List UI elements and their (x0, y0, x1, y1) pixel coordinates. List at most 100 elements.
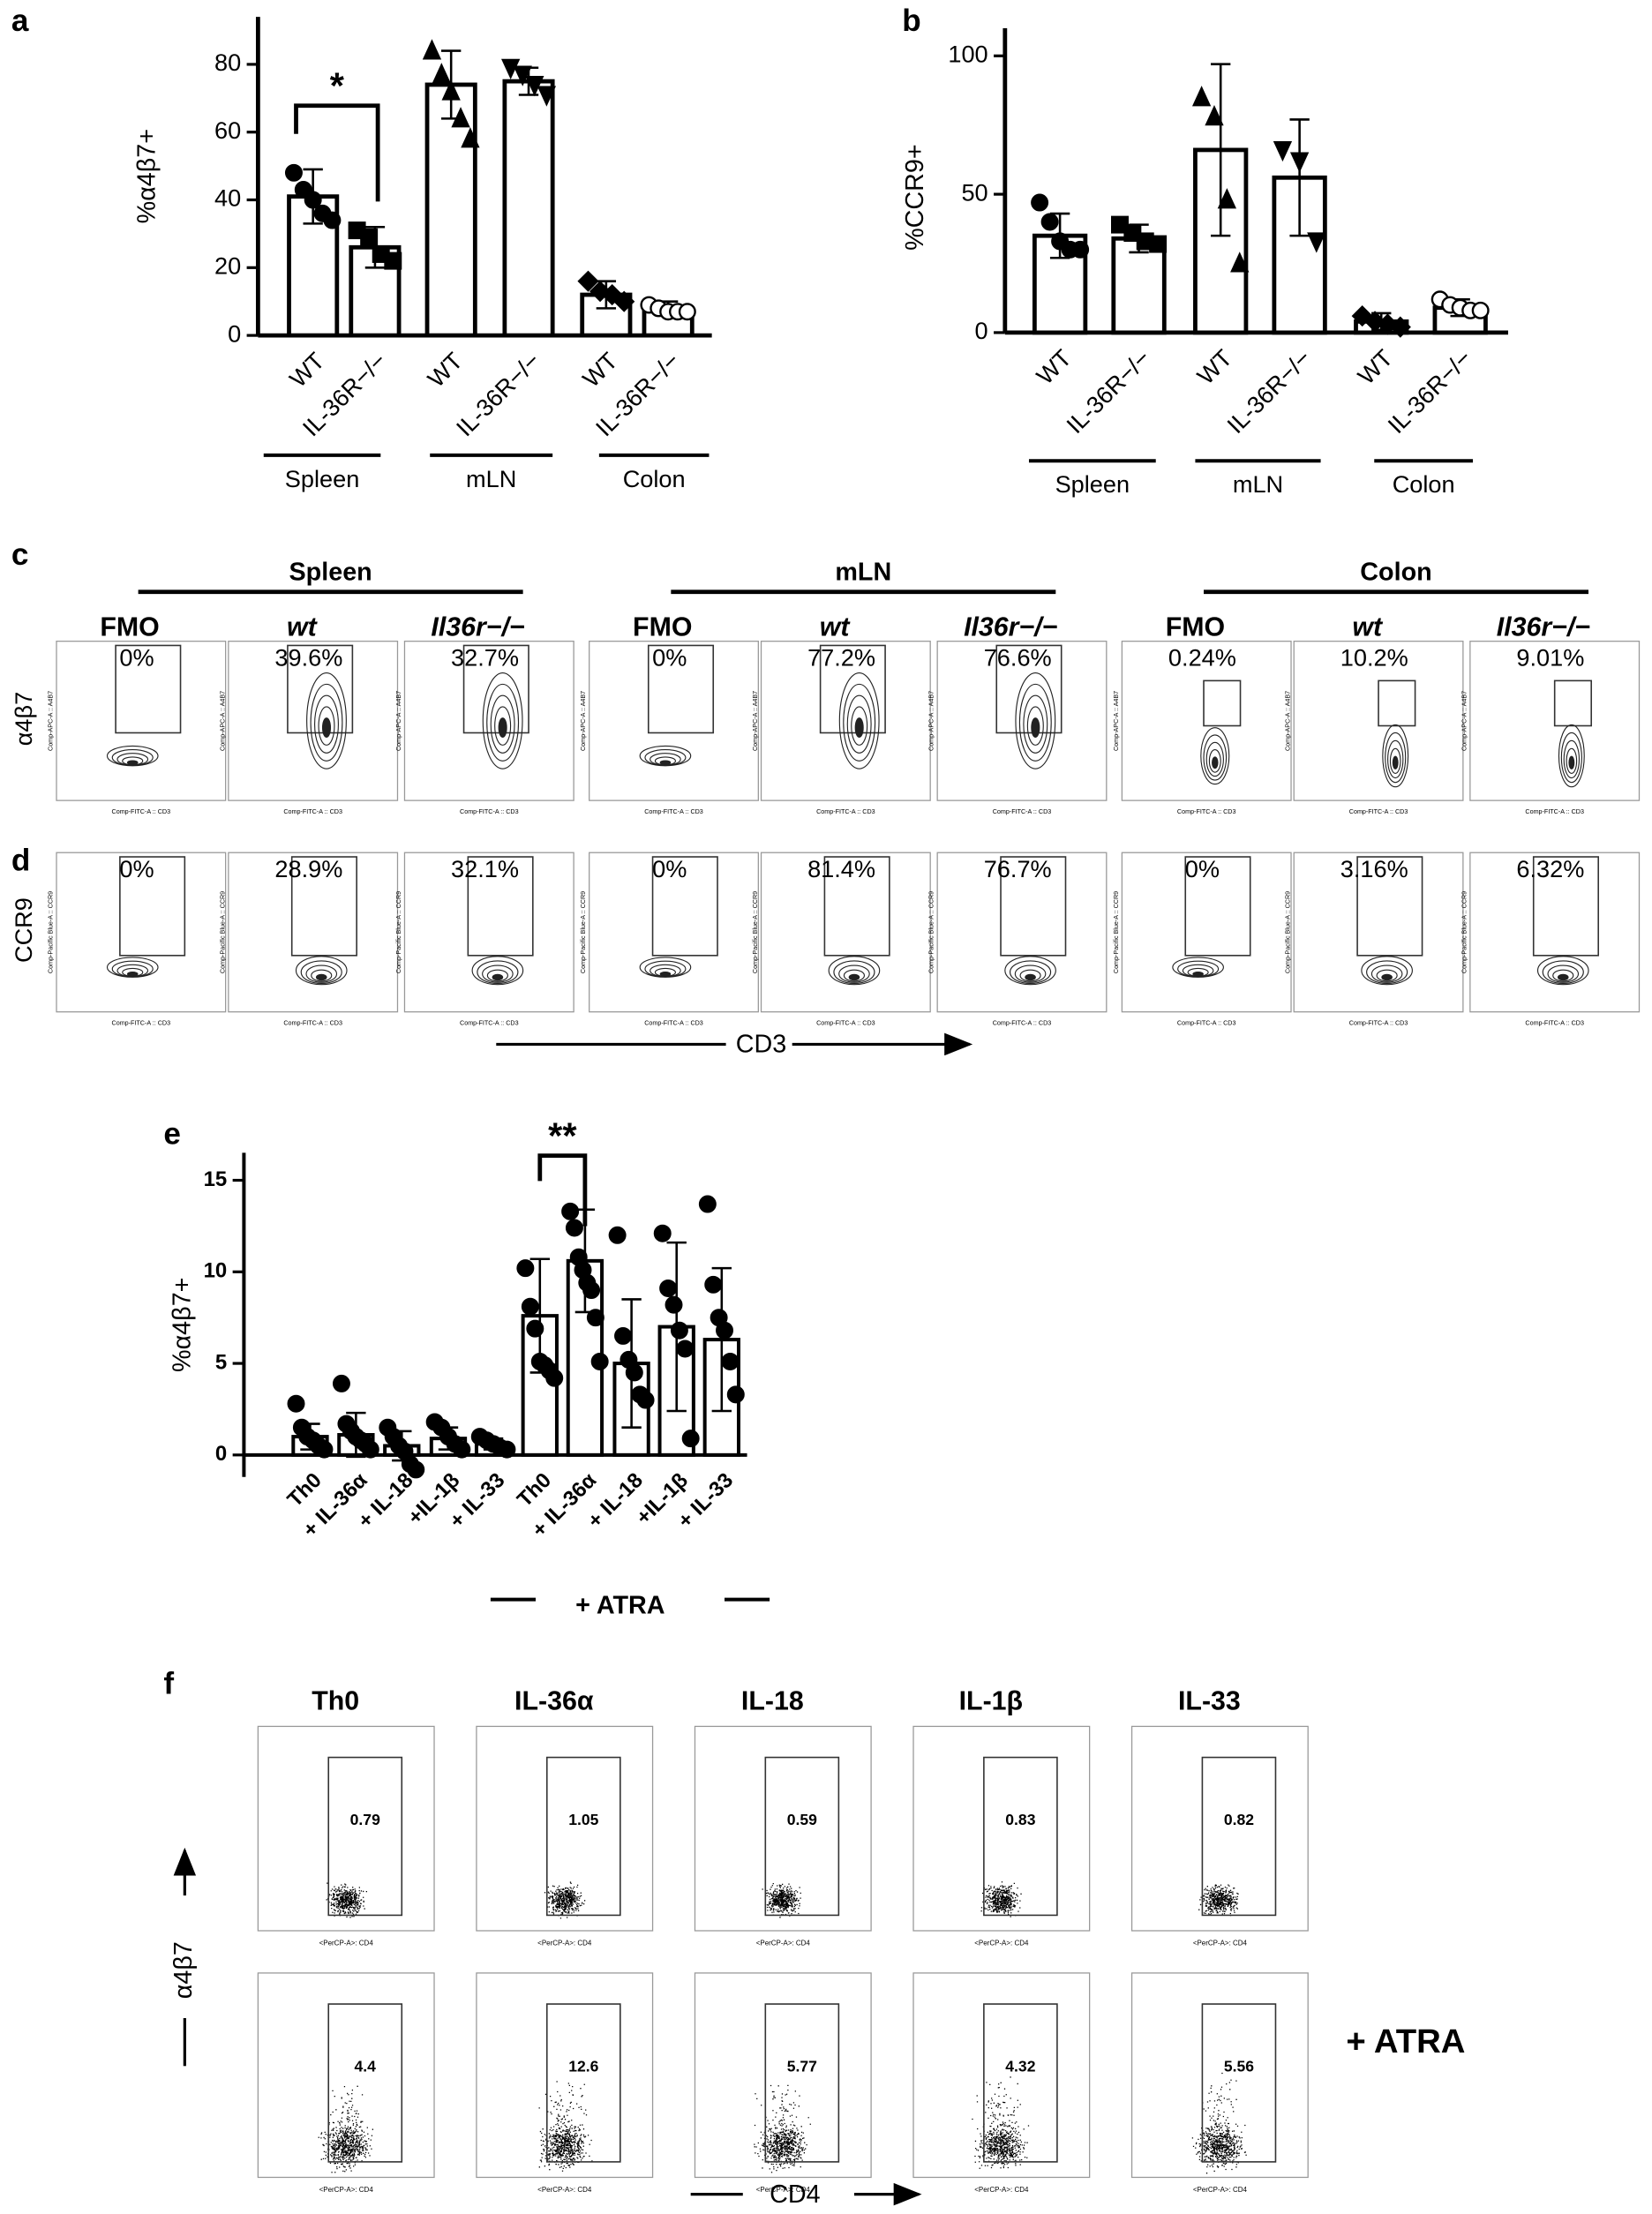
data-point (565, 1219, 583, 1237)
plot-frame (56, 852, 227, 1013)
data-point (681, 1430, 700, 1448)
plot-frame (476, 1972, 654, 2179)
scatter-cloud (972, 2076, 1030, 2169)
plot-frame (912, 1972, 1091, 2179)
contour (1370, 964, 1403, 983)
contour (851, 706, 868, 746)
data-point (1149, 235, 1168, 253)
axis-title: Comp-Pacific Blue-A :: CCR9 (1461, 891, 1468, 973)
group-label: Colon (1360, 559, 1431, 587)
plot-frame (257, 1725, 435, 1932)
plot-frame (589, 641, 759, 801)
contour (1376, 969, 1398, 982)
data-point (284, 163, 303, 182)
axis-title: <PerCP-A>: CD4 (974, 1939, 1029, 1947)
column-header: IL-1β (959, 1686, 1023, 1715)
contour (1192, 972, 1204, 977)
gate (115, 644, 182, 734)
data-point (726, 1385, 745, 1404)
gate (1201, 1756, 1277, 1917)
gate (119, 856, 186, 957)
contour (1200, 727, 1230, 785)
contour (321, 717, 332, 738)
data-point (513, 65, 532, 86)
y-tick-label: 0 (215, 1442, 227, 1466)
axis-label: CD3 (736, 1031, 786, 1059)
contour (482, 964, 514, 983)
gate (1532, 856, 1599, 957)
data-point (384, 251, 402, 270)
axis-title: Comp-FITC-A :: CD3 (283, 1019, 342, 1026)
contour (1361, 956, 1413, 986)
data-point (665, 1295, 683, 1314)
axis-title: Comp-APC-A :: A4B7 (1113, 691, 1120, 751)
gate-value: 0% (652, 644, 687, 672)
column-header: FMO (1166, 612, 1225, 642)
contour (1018, 683, 1052, 762)
y-tick-label: 20 (214, 251, 241, 279)
data-point (525, 75, 544, 97)
plot-frame (257, 1972, 435, 2179)
panel-label: a (11, 4, 29, 38)
gate (1378, 679, 1416, 727)
plot-frame (694, 1972, 872, 2179)
x-tick-label: IL-36R−/− (1061, 344, 1155, 439)
column-header: IL-33 (1178, 1686, 1241, 1715)
gate (545, 2003, 621, 2163)
plot-frame (56, 641, 227, 801)
contour (126, 760, 139, 766)
data-point (361, 1440, 379, 1459)
y-tick-label: 60 (214, 116, 241, 144)
data-point (451, 107, 470, 128)
contour (1387, 739, 1404, 779)
gate-value: 9.01% (1516, 644, 1584, 672)
scatter-cloud (1198, 1884, 1239, 1917)
data-point (315, 1440, 334, 1459)
gate-value: 3.16% (1340, 855, 1408, 882)
plot-frame (1469, 641, 1641, 801)
data-point (498, 1440, 516, 1459)
plot-frame (1121, 852, 1292, 1013)
contour (1392, 755, 1399, 769)
contour (492, 973, 504, 981)
axis-title: Comp-Pacific Blue-A :: CCR9 (395, 891, 402, 973)
axis-title: <PerCP-A>: CD4 (537, 1939, 592, 1947)
y-axis-label: %α4β7+ (132, 129, 161, 223)
gate-value: 0.82 (1224, 1811, 1254, 1828)
gate (1553, 679, 1593, 727)
gate (647, 644, 715, 734)
data-point (407, 1460, 425, 1479)
gate (462, 644, 529, 734)
scatter-cloud (980, 1881, 1022, 1918)
contour (300, 960, 342, 985)
group-label: Colon (623, 465, 686, 492)
contour (1563, 739, 1581, 779)
contour (848, 973, 860, 981)
y-tick-label: 50 (961, 178, 987, 206)
x-tick-label: IL-36R−/− (1382, 344, 1476, 439)
plot-frame (228, 641, 399, 801)
data-point (1273, 140, 1293, 162)
axis-title: <PerCP-A>: CD4 (1193, 1939, 1248, 1947)
contour (1010, 960, 1052, 985)
gate-value: 12.6 (568, 2058, 598, 2075)
gate-value: 77.2% (807, 644, 875, 672)
group-label: mLN (466, 465, 516, 492)
group-label: mLN (1233, 470, 1283, 498)
gate-value: 10.2% (1340, 644, 1408, 672)
data-point (1205, 105, 1224, 126)
contour (1208, 749, 1221, 773)
y-axis-label: %CCR9+ (901, 144, 929, 251)
contour (1023, 694, 1048, 754)
gate-value: 0.83 (1005, 1811, 1035, 1828)
y-tick-label: 0 (975, 317, 988, 344)
column-header: IL-18 (741, 1686, 804, 1715)
bar (1193, 147, 1249, 335)
plot-frame (1130, 1972, 1309, 2179)
axis-title: Comp-FITC-A :: CD3 (1525, 808, 1584, 815)
data-point (721, 1353, 740, 1370)
error-bar (711, 1266, 732, 1413)
contour (846, 694, 872, 754)
gate-value: 0.79 (350, 1811, 380, 1828)
x-tick-label: WT (1352, 344, 1398, 390)
